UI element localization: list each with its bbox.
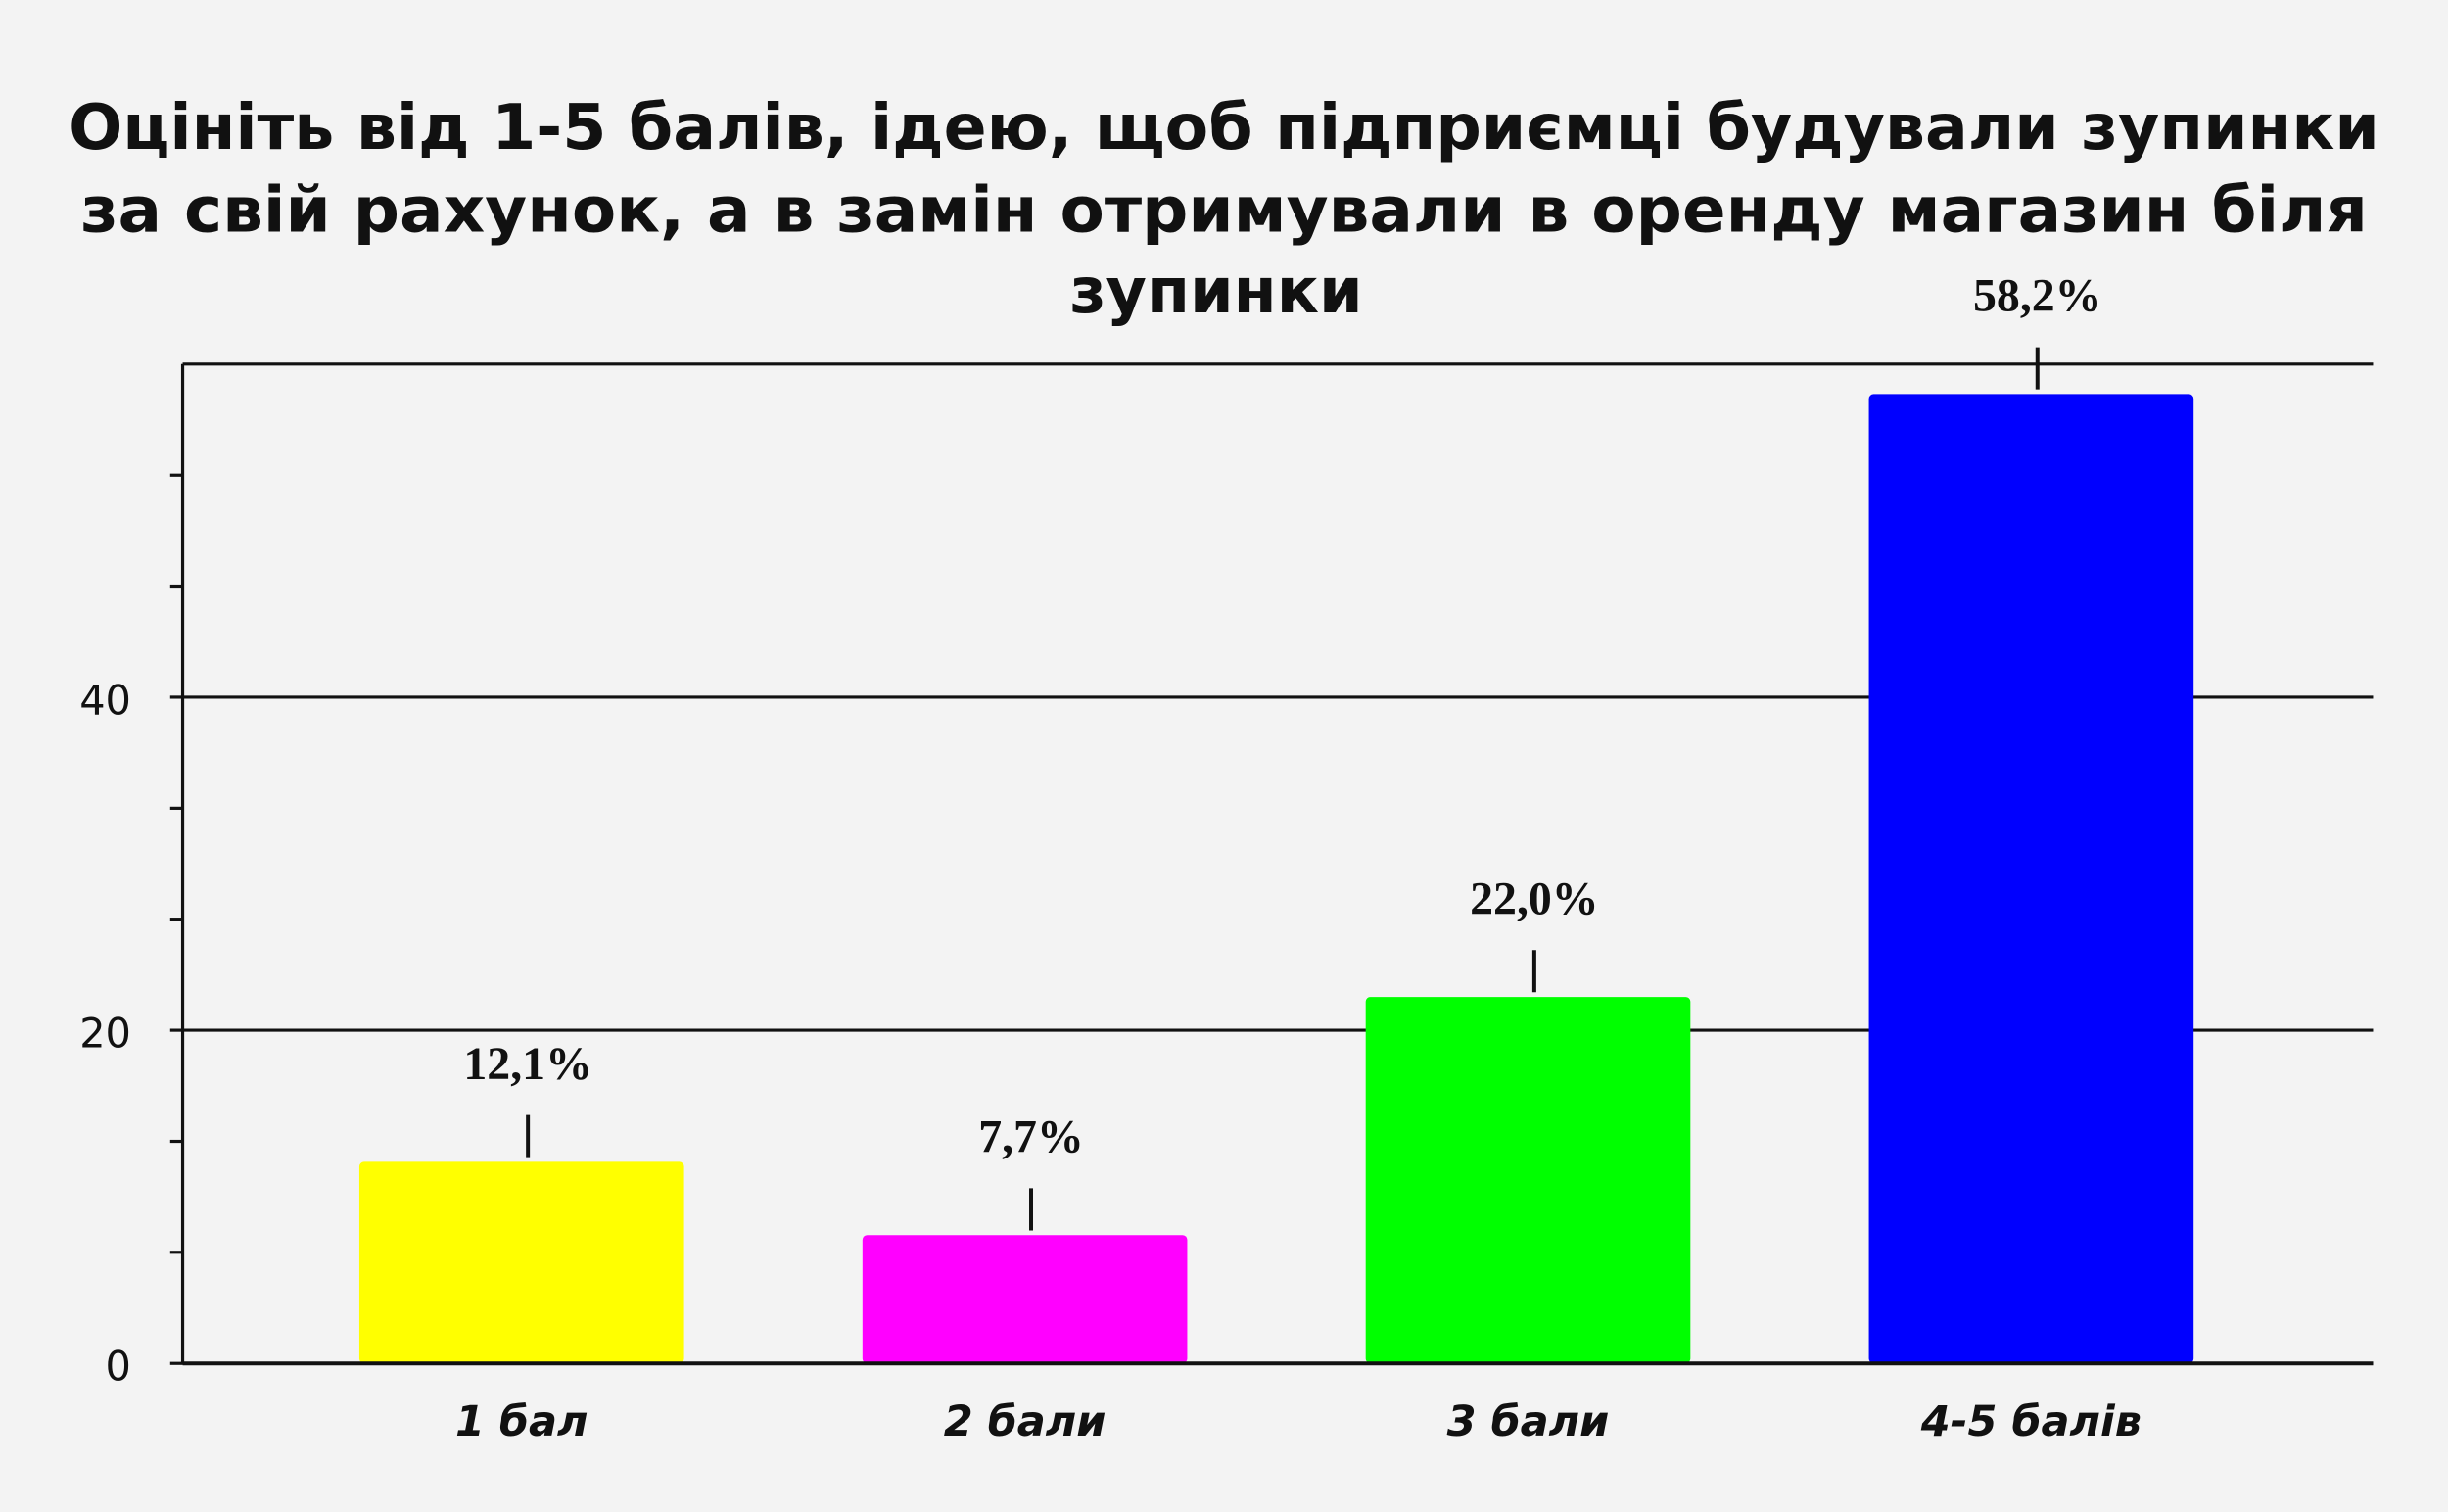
chart-title: зупинки xyxy=(1069,256,1362,328)
bar xyxy=(358,1161,684,1364)
x-tick-label: 2 бали xyxy=(944,1397,1106,1446)
x-tick-label: 4-5 балів xyxy=(1920,1397,2142,1446)
x-tick-label: 3 бали xyxy=(1447,1397,1610,1446)
bar xyxy=(862,1235,1188,1364)
y-tick-label: 40 xyxy=(79,677,131,724)
y-tick-label: 0 xyxy=(106,1344,131,1391)
x-tick-label: 1 бал xyxy=(455,1397,588,1446)
chart-title: Оцініть від 1-5 балів, ідею, щоб підприє… xyxy=(69,92,2379,165)
chart-title: за свій рахунок, а в замін отримували в … xyxy=(80,174,2368,247)
value-label: 58,2% xyxy=(1973,270,2102,322)
value-label: 7,7% xyxy=(978,1111,1084,1163)
value-label: 22,0% xyxy=(1470,873,1599,924)
y-tick-label: 20 xyxy=(79,1010,131,1057)
bar xyxy=(1868,394,2194,1364)
value-label: 12,1% xyxy=(463,1038,592,1090)
bar xyxy=(1365,997,1691,1364)
